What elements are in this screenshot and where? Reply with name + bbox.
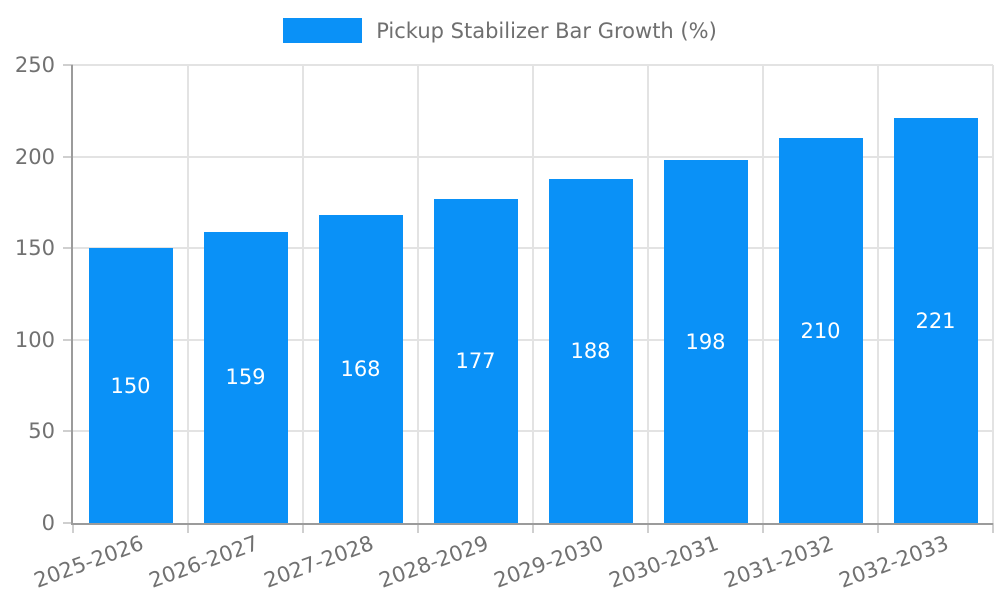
- gridline-v: [647, 65, 649, 523]
- x-tick-label: 2029-2030: [490, 531, 607, 593]
- gridline-v: [187, 65, 189, 523]
- bar-value-label: 210: [800, 318, 841, 343]
- x-tick-label: 2025-2026: [30, 531, 147, 593]
- bar-value-label: 159: [225, 365, 266, 390]
- y-tick-mark: [63, 247, 73, 250]
- legend: Pickup Stabilizer Bar Growth (%): [0, 18, 1000, 43]
- x-tick-label: 2031-2032: [720, 531, 837, 593]
- x-tick-label: 2028-2029: [375, 531, 492, 593]
- y-tick-label: 250: [14, 53, 55, 77]
- y-tick-label: 150: [14, 236, 55, 261]
- x-tick-mark: [72, 523, 74, 533]
- bar: [88, 248, 173, 523]
- x-tick-mark: [762, 523, 764, 533]
- bar: [663, 160, 748, 523]
- bar: [318, 215, 403, 523]
- gridline-v: [417, 65, 419, 523]
- y-tick-label: 50: [28, 419, 55, 444]
- x-tick-label: 2032-2033: [835, 531, 952, 593]
- x-tick-label: 2030-2031: [605, 531, 722, 593]
- y-axis-line: [71, 65, 73, 525]
- x-tick-mark: [877, 523, 879, 533]
- x-tick-mark: [417, 523, 419, 533]
- x-tick-mark: [647, 523, 649, 533]
- gridline-v: [877, 65, 879, 523]
- gridline-v: [532, 65, 534, 523]
- gridline-v: [302, 65, 304, 523]
- bar: [203, 231, 288, 523]
- y-tick-mark: [63, 155, 73, 158]
- legend-label: Pickup Stabilizer Bar Growth (%): [376, 18, 717, 43]
- bar-value-label: 168: [340, 357, 381, 382]
- x-axis-line: [71, 523, 993, 525]
- bar-value-label: 177: [455, 348, 496, 373]
- bar-value-label: 221: [915, 308, 956, 333]
- y-tick-label: 100: [14, 327, 55, 352]
- y-tick-mark: [63, 64, 73, 66]
- gridline-v: [762, 65, 764, 523]
- legend-swatch: [283, 18, 363, 43]
- x-tick-label: 2027-2028: [260, 531, 377, 593]
- y-tick-mark: [63, 338, 73, 341]
- bar: [778, 138, 863, 523]
- x-tick-mark: [992, 523, 994, 533]
- bar: [893, 118, 978, 523]
- y-tick-mark: [63, 430, 73, 433]
- bar: [548, 178, 633, 523]
- gridline-v: [992, 65, 994, 523]
- x-tick-mark: [302, 523, 304, 533]
- y-tick-label: 0: [41, 511, 55, 535]
- x-tick-mark: [532, 523, 534, 533]
- y-tick-mark: [63, 522, 73, 524]
- bar-value-label: 198: [685, 329, 726, 354]
- y-tick-label: 200: [14, 144, 55, 169]
- bar: [433, 198, 518, 523]
- x-tick-mark: [187, 523, 189, 533]
- x-tick-label: 2026-2027: [145, 531, 262, 593]
- bar-value-label: 188: [570, 338, 611, 363]
- bar-value-label: 150: [110, 373, 151, 398]
